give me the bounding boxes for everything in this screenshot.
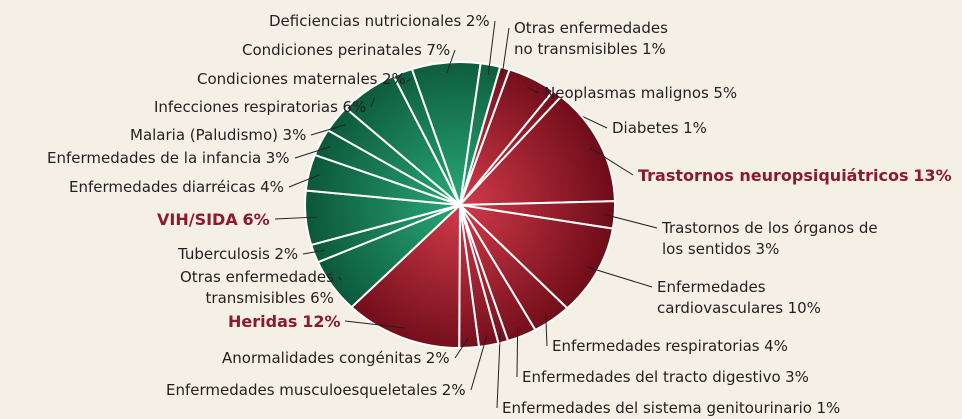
value-label: 1% (683, 118, 707, 137)
slice-label: Tuberculosis 2% (178, 244, 298, 265)
value-label: 1% (816, 398, 841, 417)
leader-line (274, 216, 317, 220)
slice-label: Enfermedades del sistema genitourinario 1… (502, 398, 840, 419)
value-label: 3% (265, 148, 290, 167)
category-label: Enfermedades del sistema genitourinario (502, 398, 812, 417)
slice-label: Otras enfermedades transmisibles 6% (180, 267, 334, 309)
leader-line (302, 249, 325, 255)
slice-label: Enfermedades diarréicas 4% (69, 177, 284, 198)
category-label: Trastornos neuropsiquiátricos (638, 165, 909, 185)
value-label: 2% (465, 11, 490, 30)
category-label: Enfermedades de la infancia (47, 148, 262, 167)
leader-line (603, 213, 658, 229)
leader-line (338, 276, 342, 281)
leader-line (406, 78, 412, 82)
slice-label: Diabetes 1% (612, 118, 707, 139)
category-label: Otras enfermedades transmisibles (180, 268, 334, 307)
slice-label: Trastornos neuropsiquiátricos 13% (638, 165, 952, 186)
leader-line (310, 124, 346, 136)
slice-label: Trastornos de los órganos de los sentido… (662, 218, 878, 260)
leader-line (470, 335, 488, 391)
category-label: Anormalidades congénitas (222, 348, 422, 367)
slice-label: Condiciones perinatales 7% (242, 40, 450, 61)
category-label: Enfermedades diarréicas (69, 177, 256, 196)
value-label: 2% (425, 348, 450, 367)
category-label: Enfermedades del tracto digestivo (522, 367, 781, 386)
slice-label: VIH/SIDA 6% (157, 209, 270, 230)
leader-line (587, 266, 653, 288)
slice-label: Infecciones respiratorias 6% (154, 97, 366, 118)
category-label: Neoplasmas malignos (544, 83, 709, 102)
value-label: 6% (342, 97, 367, 116)
category-label: VIH/SIDA (157, 209, 238, 229)
value-label: 3% (755, 240, 780, 258)
category-label: Infecciones respiratorias (154, 97, 338, 116)
leader-line (527, 86, 540, 94)
leader-line (496, 332, 501, 409)
value-label: 2% (381, 69, 406, 88)
slice-label: Enfermedades musculoesqueletales 2% (166, 380, 466, 401)
slice-label: Otras enfermedades no transmisibles 1% (514, 18, 668, 60)
slice-label: Enfermedades de la infancia 3% (47, 148, 290, 169)
slice-label: Anormalidades congénitas 2% (222, 348, 450, 369)
leader-line (288, 174, 320, 188)
category-label: Enfermedades cardiovasculares (657, 278, 784, 317)
leader-line (487, 20, 496, 75)
slice-label: Enfermedades cardiovasculares 10% (657, 277, 821, 319)
value-label: 2% (441, 380, 466, 399)
leader-line (294, 146, 331, 159)
slice-label: Malaria (Paludismo) 3% (130, 125, 306, 146)
pie-slice (350, 202, 462, 350)
slice-label: Heridas 12% (228, 311, 340, 332)
value-label: 3% (785, 367, 809, 386)
value-label: 5% (713, 83, 738, 102)
value-label: 2% (274, 244, 299, 263)
category-label: Condiciones perinatales (242, 40, 422, 59)
leader-line (370, 97, 375, 108)
category-label: Malaria (Paludismo) (130, 125, 279, 144)
pie-slice (457, 95, 616, 207)
leader-line (454, 337, 469, 359)
slice-label: Deficiencias nutricionales 2% (269, 11, 490, 32)
category-label: Condiciones maternales (197, 69, 378, 88)
value-label: 6% (242, 209, 270, 229)
value-label: 3% (282, 125, 307, 144)
leader-line (344, 320, 406, 329)
category-label: Tuberculosis (178, 244, 270, 263)
category-label: Deficiencias nutricionales (269, 11, 462, 30)
category-label: Enfermedades respiratorias (552, 336, 760, 355)
value-label: 13% (913, 165, 952, 185)
value-label: 12% (302, 311, 341, 331)
leader-line (446, 49, 456, 73)
value-label: 1% (642, 40, 666, 58)
value-label: 7% (426, 40, 451, 59)
pie-slice (459, 62, 502, 206)
category-label: Enfermedades musculoesqueletales (166, 380, 438, 399)
slice-label: Enfermedades del tracto digestivo 3% (522, 367, 809, 388)
value-label: 6% (310, 289, 334, 307)
slice-label: Enfermedades respiratorias 4% (552, 336, 788, 357)
slice-label: Condiciones maternales 2% (197, 69, 406, 90)
leader-line (501, 27, 510, 78)
leader-line (545, 311, 548, 347)
category-label: Heridas (228, 311, 298, 331)
category-label: Trastornos de los órganos de los sentido… (662, 219, 878, 258)
slice-label: Neoplasmas malignos 5% (544, 83, 737, 104)
value-label: 4% (260, 177, 284, 196)
leader-line (589, 147, 634, 176)
category-label: Otras enfermedades no transmisibles (514, 19, 668, 58)
pie-slice (457, 203, 615, 310)
value-label: 10% (787, 299, 821, 317)
leader-line (516, 326, 519, 378)
category-label: Diabetes (612, 118, 679, 137)
value-label: 4% (764, 336, 788, 355)
